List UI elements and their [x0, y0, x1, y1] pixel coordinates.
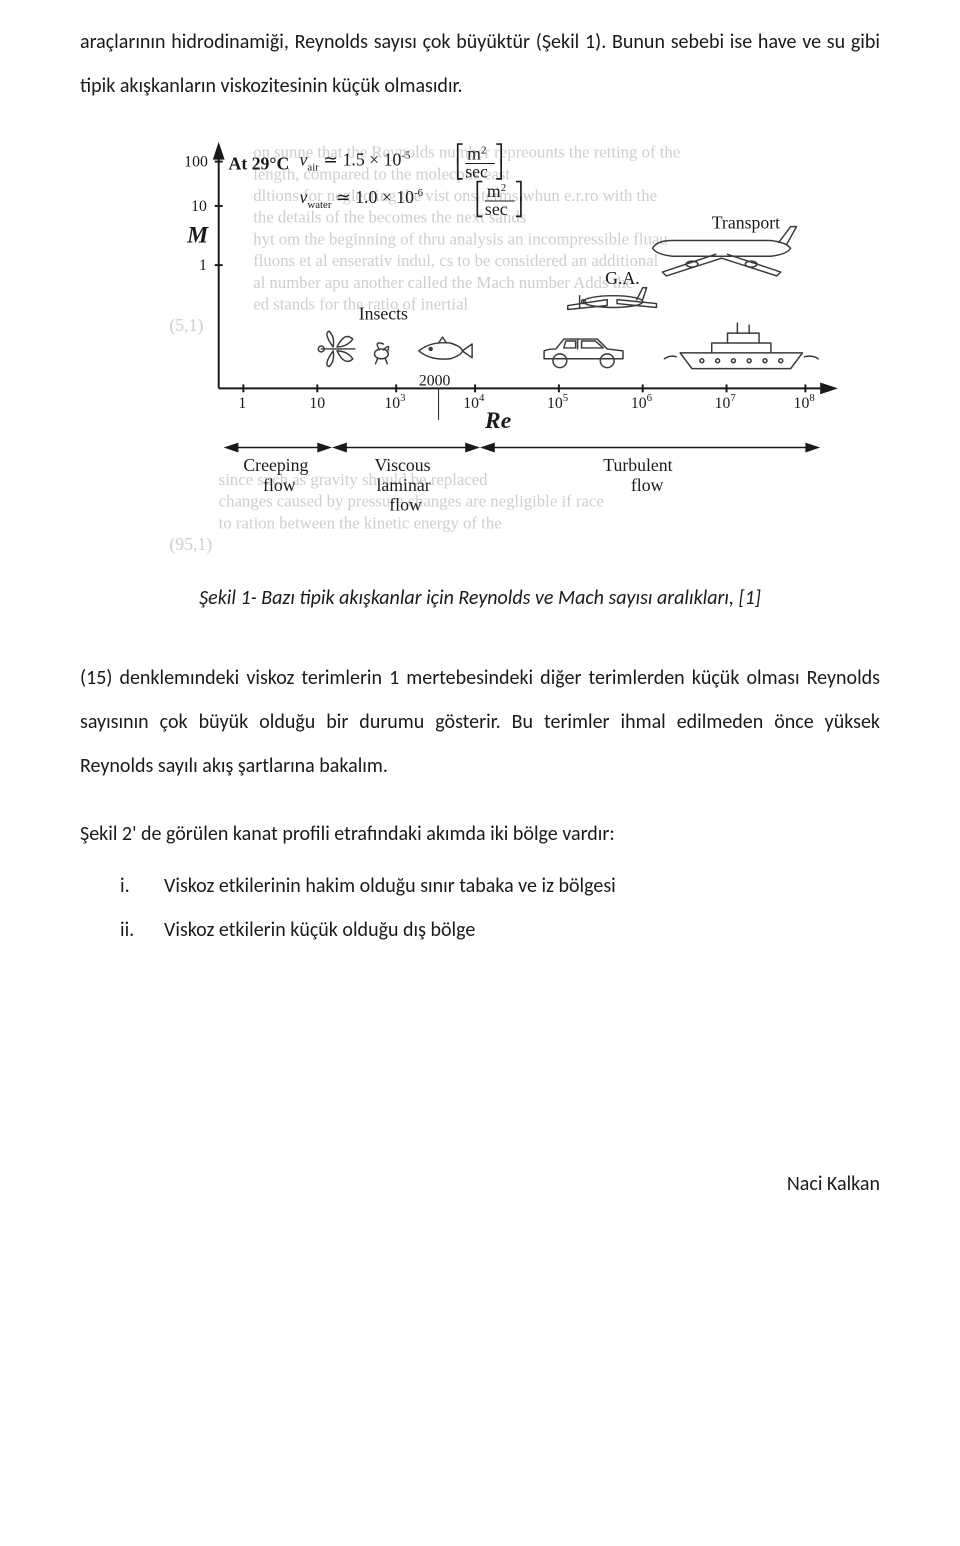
sketch-insects-label: Insects [359, 303, 408, 323]
svg-text:Insects: Insects [359, 303, 408, 323]
dragonfly-icon [318, 331, 354, 366]
car-icon [544, 339, 623, 368]
ship-icon [664, 323, 818, 368]
xtick-2000: 2000 [419, 372, 451, 389]
xtick-1e4: 104 [463, 392, 485, 412]
flow-viscous: Viscous [374, 455, 430, 475]
page-footer-author: Naci Kalkan [80, 1172, 880, 1196]
xtick-1e8: 108 [794, 392, 815, 412]
svg-text:G.A.: G.A. [605, 268, 639, 288]
bee-icon [374, 343, 388, 364]
xtick-1: 1 [238, 395, 246, 412]
paragraph-2: (15) denklemındeki viskoz terimlerin 1 m… [80, 656, 880, 788]
svg-text:At 29°C: At 29°C [229, 153, 290, 173]
svg-text:sec: sec [485, 199, 508, 219]
ghost-eqno-1: (5,1) [169, 315, 203, 335]
transport-plane-icon: Transport [653, 213, 797, 276]
svg-text:flow: flow [631, 475, 664, 495]
figure-1: 100 10 1 M 1 10 103 104 [90, 132, 870, 556]
xtick-1e6: 106 [631, 392, 653, 412]
xtick-1e5: 105 [547, 392, 568, 412]
svg-text:laminar: laminar [376, 475, 430, 495]
figure-1-caption: Şekil 1- Bazı tipik akışkanlar için Reyn… [80, 586, 880, 610]
fish-icon [419, 337, 472, 359]
svg-text:al number apu another called t: al number apu another called the Mach nu… [253, 273, 633, 292]
ytick-10: 10 [191, 198, 207, 215]
x-axis-label: Re [484, 408, 511, 434]
svg-text:flow: flow [389, 495, 422, 515]
list-item-ii: ii. Viskoz etkilerin küçük olduğu dış bö… [120, 908, 880, 952]
ytick-100: 100 [184, 154, 208, 171]
svg-text:sec: sec [465, 161, 488, 181]
svg-text:⎦: ⎦ [515, 196, 524, 218]
svg-text:⎣: ⎣ [475, 196, 484, 218]
paragraph-1: araçlarının hidrodinamiği, Reynolds sayı… [80, 20, 880, 108]
xtick-1e3: 103 [384, 392, 405, 412]
svg-text:to ration between the kinetic: to ration between the kinetic energy of … [219, 513, 502, 532]
svg-text:Transport: Transport [712, 213, 780, 233]
marker-i: i. [120, 864, 156, 908]
list-item-i: i. Viskoz etkilerinin hakim olduğu sınır… [120, 864, 880, 908]
marker-ii: ii. [120, 908, 156, 952]
xtick-10: 10 [309, 395, 325, 412]
list-text-i: Viskoz etkilerinin hakim olduğu sınır ta… [164, 874, 616, 898]
ytick-1: 1 [199, 257, 207, 274]
svg-text:fluons et al enserativ indul,: fluons et al enserativ indul, cs to be c… [253, 251, 658, 270]
roman-list: i. Viskoz etkilerinin hakim olduğu sınır… [80, 864, 880, 952]
paragraph-3: Şekil 2' de görülen kanat profili etrafı… [80, 812, 880, 856]
list-text-ii: Viskoz etkilerin küçük olduğu dış bölge [164, 918, 475, 942]
svg-text:flow: flow [263, 475, 296, 495]
flow-turbulent: Turbulent [603, 455, 672, 475]
flow-creeping: Creeping [243, 455, 308, 475]
svg-text:⎦: ⎦ [495, 158, 504, 180]
svg-text:hyt om the beginning of th: hyt om the beginning of thru analysis an… [253, 229, 668, 248]
xtick-1e7: 107 [715, 392, 737, 412]
svg-text:⎣: ⎣ [455, 158, 464, 180]
ghost-eqno-2: (95,1) [169, 534, 212, 554]
y-axis-label: M [186, 222, 209, 248]
